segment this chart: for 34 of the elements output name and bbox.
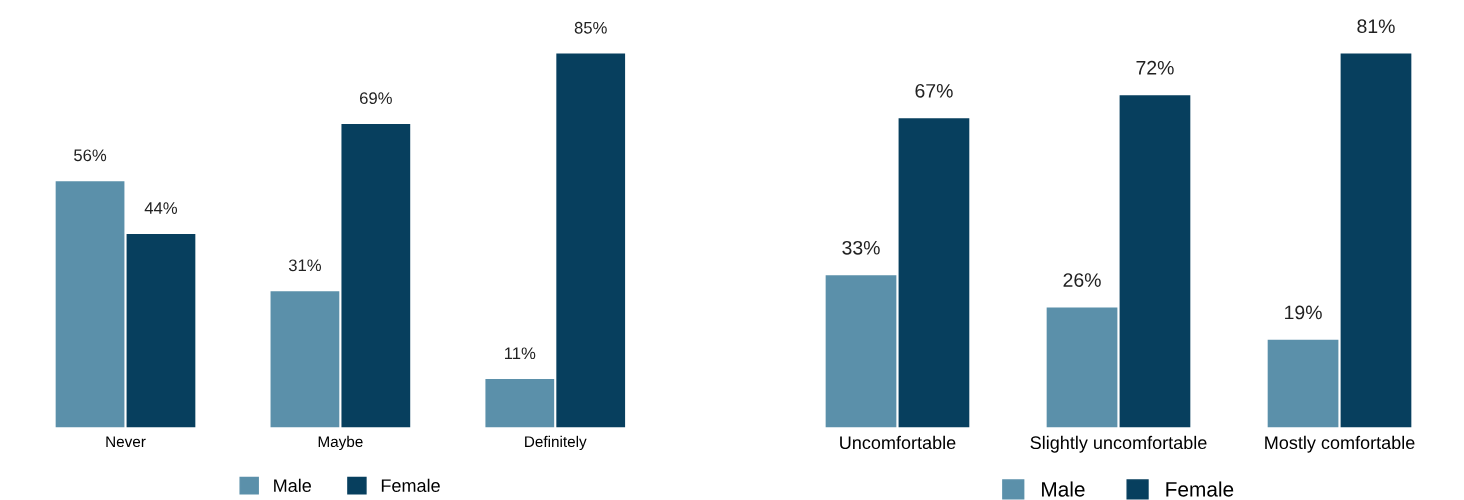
bar [898,118,970,428]
legend-label: Male [1042,481,1085,497]
data-label: 85% [574,21,607,34]
x-tick-label: Never [106,436,146,448]
bar [1046,307,1118,428]
data-label: 33% [842,240,880,255]
x-tick-label: Definitely [525,435,587,451]
x-tick-label: Slightly uncomfortable [1030,435,1207,453]
data-label: 44% [144,202,178,214]
data-label: 81% [1357,19,1395,34]
bar [55,181,125,428]
data-label: 31% [288,259,322,272]
data-label: 72% [1136,60,1174,75]
bar [126,233,196,428]
bar [825,275,897,428]
data-label: 19% [1285,305,1322,320]
data-label: 56% [74,149,107,162]
data-label: 69% [360,92,392,105]
x-tick-label: Maybe [318,435,363,451]
data-label: 67% [915,83,953,98]
bar [556,53,626,428]
legend-label: Female [381,478,440,492]
x-tick-label: Uncomfortable [840,435,956,450]
bar [341,123,411,428]
bar [1267,339,1339,428]
data-label: 11% [505,347,536,360]
bar [1340,53,1412,428]
legend-label: Male [274,478,311,492]
x-tick-label: Mostly comfortable [1265,435,1415,453]
data-label: 26% [1063,273,1101,287]
legend-label: Female [1166,481,1234,497]
bar [270,291,340,428]
bar [485,379,555,428]
bar [1119,95,1191,428]
